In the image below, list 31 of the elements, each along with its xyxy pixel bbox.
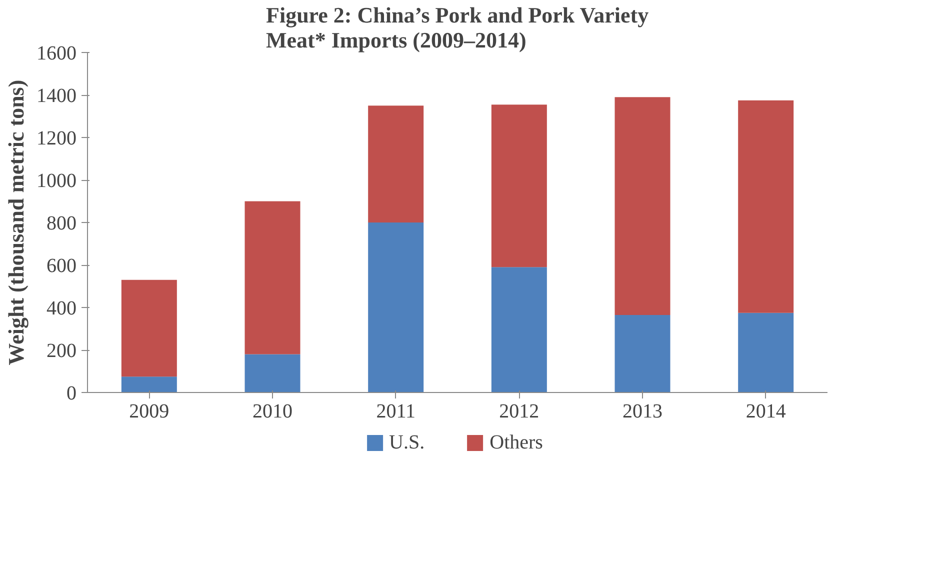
bar — [368, 222, 424, 392]
bar — [244, 201, 300, 354]
y-tick-label: 200 — [46, 340, 76, 362]
y-tick-label: 1600 — [36, 42, 76, 64]
x-tick-label: 2014 — [746, 400, 786, 422]
x-tick-label: 2010 — [252, 400, 292, 422]
legend-label: U.S. — [389, 431, 425, 454]
bar — [121, 280, 177, 377]
x-tick-label: 2011 — [376, 400, 416, 422]
bar — [614, 314, 670, 392]
bar — [368, 106, 424, 222]
x-tick-label: 2012 — [499, 400, 540, 422]
y-tick-label: 800 — [46, 212, 76, 234]
y-tick-label: 400 — [46, 298, 76, 320]
bar — [244, 354, 300, 392]
bar — [738, 100, 794, 313]
y-tick-label: 0 — [66, 382, 76, 404]
bar — [738, 312, 794, 392]
chart-title: Figure 2: China’s Pork and Pork Variety Meat* Imports (2009–2014) — [266, 2, 649, 52]
y-tick-label: 1400 — [36, 85, 76, 107]
bar — [121, 376, 177, 392]
bar — [491, 104, 547, 268]
bar — [491, 267, 547, 392]
bar — [614, 97, 670, 315]
legend-label: Others — [490, 431, 543, 454]
y-tick-label: 1000 — [36, 170, 76, 192]
y-tick-label: 600 — [46, 255, 76, 277]
x-tick-label: 2009 — [129, 400, 170, 422]
y-axis-title: Weight (thousand metric tons) — [4, 80, 28, 366]
x-tick-label: 2013 — [622, 400, 662, 422]
y-tick-label: 1200 — [36, 128, 76, 150]
